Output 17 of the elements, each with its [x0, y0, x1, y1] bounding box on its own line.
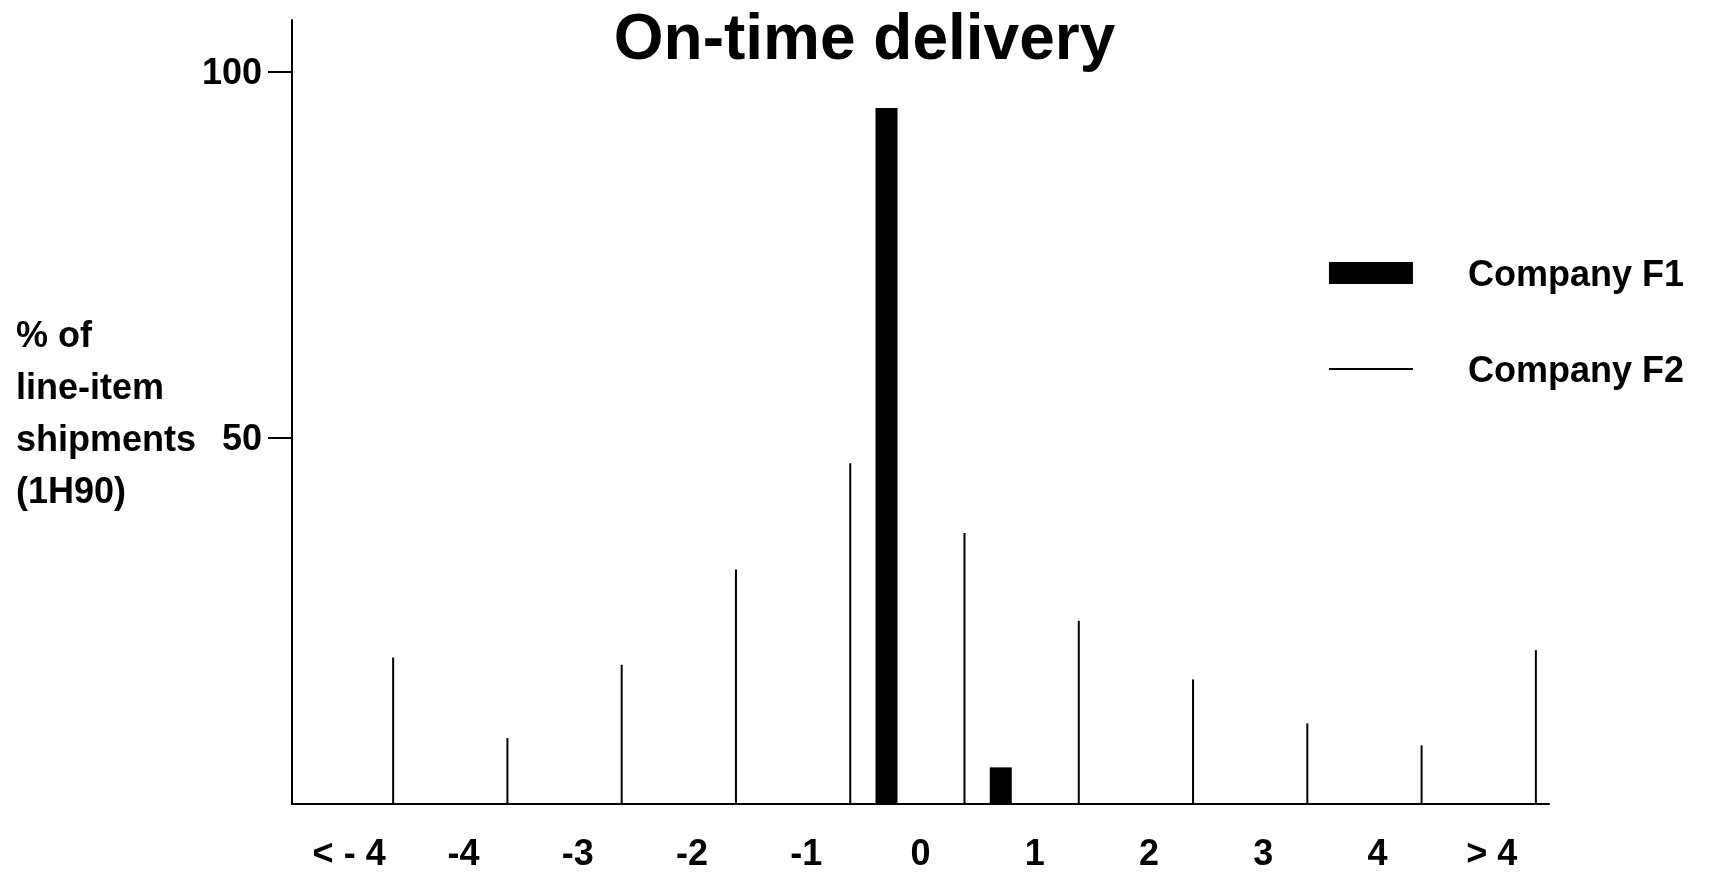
x-tick-label: 2: [1139, 831, 1160, 873]
x-tick-label: 3: [1253, 831, 1274, 873]
x-tick-label: -3: [561, 831, 594, 873]
x-tick-label: 4: [1367, 831, 1388, 873]
x-tick-label: -2: [675, 831, 708, 873]
y-axis-title: % of line-item shipments (1H90): [16, 313, 197, 511]
x-tick-label: 0: [910, 831, 931, 873]
legend-label: Company F2: [1467, 348, 1685, 390]
y-tick-label: 100: [201, 50, 262, 92]
x-tick-label: < - 4: [312, 831, 386, 873]
x-tick-label: -4: [447, 831, 480, 873]
chart-title: On-time delivery: [613, 1, 1116, 73]
x-tick-label: > 4: [1466, 831, 1518, 873]
legend-label: Company F1: [1467, 252, 1685, 294]
x-tick-label: 1: [1024, 831, 1045, 873]
x-tick-label: -1: [790, 831, 823, 873]
y-tick-label: 50: [221, 417, 262, 459]
